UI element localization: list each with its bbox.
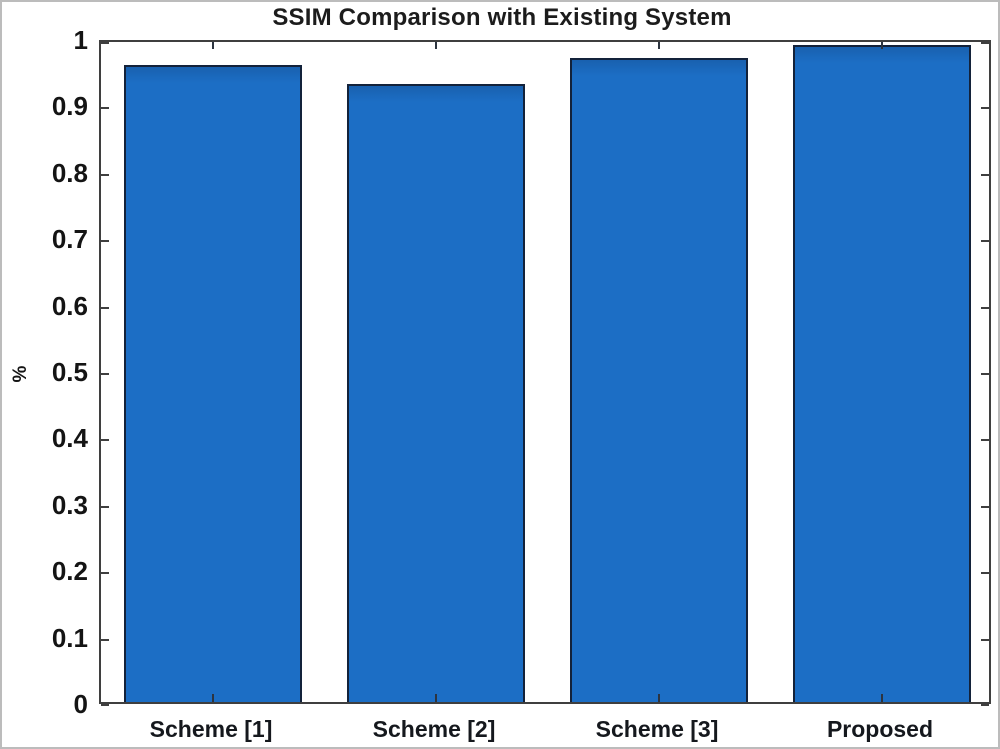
plot-area bbox=[99, 40, 991, 706]
y-tick-label: 0.4 bbox=[51, 423, 88, 453]
y-tick-mark-left bbox=[101, 42, 109, 44]
y-tick-label: 0 bbox=[73, 689, 88, 719]
bar-scheme-1 bbox=[124, 65, 302, 702]
x-tick-mark-top bbox=[212, 42, 214, 49]
y-tick-mark-left bbox=[101, 506, 109, 508]
y-tick-mark-right bbox=[981, 307, 989, 309]
x-tick-mark-bottom bbox=[658, 694, 660, 702]
y-tick-label: 0.8 bbox=[51, 158, 88, 188]
y-tick-label: 0.7 bbox=[51, 224, 88, 254]
x-tick-mark-top bbox=[658, 42, 660, 49]
y-tick-label: 1 bbox=[73, 25, 88, 55]
bar-scheme-2 bbox=[347, 84, 525, 702]
y-tick-label: 0.1 bbox=[51, 623, 88, 653]
y-tick-label: 0.5 bbox=[51, 357, 88, 387]
y-tick-mark-left bbox=[101, 639, 109, 641]
x-tick-mark-top bbox=[881, 42, 883, 49]
x-tick-label: Scheme [3] bbox=[595, 716, 719, 742]
y-tick-mark-left bbox=[101, 307, 109, 309]
y-tick-mark-left bbox=[101, 373, 109, 375]
y-tick-label: 0.3 bbox=[51, 490, 88, 520]
y-tick-mark-right bbox=[981, 439, 989, 441]
y-tick-label: 0.9 bbox=[51, 91, 88, 121]
x-tick-mark-top bbox=[435, 42, 437, 49]
y-tick-mark-right bbox=[981, 639, 989, 641]
y-tick-mark-left bbox=[101, 174, 109, 176]
y-tick-mark-right bbox=[981, 506, 989, 508]
x-tick-mark-bottom bbox=[212, 694, 214, 702]
y-tick-mark-right bbox=[981, 704, 989, 706]
chart-title: SSIM Comparison with Existing System bbox=[272, 4, 732, 31]
y-tick-mark-right bbox=[981, 42, 989, 44]
x-tick-label: Scheme [2] bbox=[372, 716, 496, 742]
y-tick-mark-left bbox=[101, 704, 109, 706]
y-tick-mark-left bbox=[101, 572, 109, 574]
x-tick-mark-bottom bbox=[435, 694, 437, 702]
y-tick-label: 0.2 bbox=[51, 556, 88, 586]
y-tick-mark-left bbox=[101, 439, 109, 441]
y-tick-mark-right bbox=[981, 174, 989, 176]
y-tick-label: 0.6 bbox=[51, 291, 88, 321]
bar-scheme-3 bbox=[570, 58, 748, 702]
x-tick-label: Scheme [1] bbox=[149, 716, 273, 742]
y-tick-mark-right bbox=[981, 572, 989, 574]
y-tick-mark-right bbox=[981, 240, 989, 242]
y-tick-mark-right bbox=[981, 107, 989, 109]
x-tick-mark-bottom bbox=[881, 694, 883, 702]
x-tick-label: Proposed bbox=[826, 716, 934, 742]
y-tick-mark-right bbox=[981, 373, 989, 375]
y-tick-mark-left bbox=[101, 107, 109, 109]
bar-proposed bbox=[793, 45, 971, 702]
y-tick-mark-left bbox=[101, 240, 109, 242]
